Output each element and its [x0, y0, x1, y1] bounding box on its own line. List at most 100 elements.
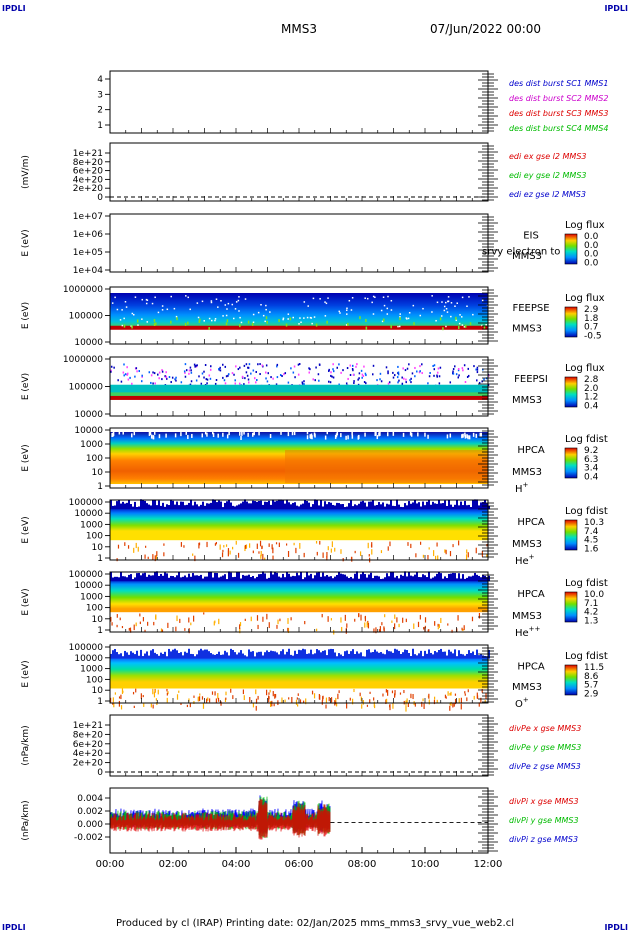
colorbar-tick-label: 1.3 [584, 616, 598, 626]
hpca-hepp-low-speck [268, 622, 270, 629]
hpca-he-top-noise [214, 500, 216, 510]
hpca-o-top-noise [352, 649, 354, 659]
y-tick-label: 10000 [74, 654, 103, 664]
hpca-h-gap [112, 432, 114, 437]
legend-entry: des dist burst SC1 MMS1 [509, 79, 608, 88]
hpca-hepp-top-noise [336, 574, 338, 582]
feepsi-speck [487, 374, 490, 377]
feepsi-speck [164, 375, 166, 378]
hpca-he-top-noise [170, 499, 172, 510]
feepsi-speck [126, 366, 128, 369]
feepsi-speck [292, 371, 295, 374]
feepse-speck [345, 309, 348, 311]
feepse-speck [203, 320, 205, 322]
hpca-o-low-speck [154, 689, 156, 693]
feepsi-speck [396, 376, 399, 379]
feepsi-speck [235, 365, 237, 368]
feepsi-speck [342, 369, 344, 372]
hpca-o-top-noise [416, 655, 418, 659]
feepse-speck [214, 318, 217, 320]
hpca-o-top-noise [468, 650, 470, 659]
feepsi-speck [224, 365, 227, 368]
corner-mark-tl: IPDLI [2, 4, 26, 13]
feepsi-speck [234, 379, 236, 382]
feepsi-speck [437, 367, 440, 370]
hpca-o-top-noise [142, 656, 144, 659]
hpca-o-low-speck [291, 696, 293, 703]
hpca-hepp-top-noise [160, 573, 162, 582]
hpca-hepp-top-noise [458, 573, 460, 582]
hpca-hepp-top-noise [140, 575, 142, 582]
feepsi-speck [188, 372, 190, 375]
hpca-hepp-top-noise [274, 572, 276, 582]
species-charge: ++ [529, 625, 541, 633]
feepsi-speck [331, 375, 333, 378]
hpca-hepp-low-speck [428, 629, 430, 632]
hpca-o-low-speck [464, 691, 466, 694]
hpca-h-gap [466, 434, 468, 439]
feepse-speck [436, 301, 439, 304]
hpca-h-gap [374, 432, 376, 437]
hpca-o-low-speck [269, 701, 272, 707]
hpca-he-top-noise [218, 500, 220, 510]
hpca-o-top-noise [328, 649, 330, 659]
hpca-hepp-low-speck [279, 618, 281, 622]
hpca-he-top-noise [256, 501, 258, 510]
hpca-o-low-speck [202, 703, 205, 709]
feepsi-speck [184, 371, 186, 374]
feepsi-speck [124, 373, 127, 376]
feepsi-speck [185, 369, 188, 372]
hpca-hepp-top-noise [436, 573, 438, 582]
hpca-h-spectrogram [110, 432, 488, 484]
hpca-hepp-low-speck [160, 628, 163, 633]
colorbar [564, 519, 578, 551]
feepsi-speck [190, 371, 193, 374]
hpca-o-low-speck [414, 702, 416, 707]
hpca-he-top-noise [476, 499, 478, 510]
colorbar-tick-label: 0.4 [584, 472, 599, 482]
hpca-he-top-noise [116, 501, 118, 510]
y-tick-label: 1 [97, 554, 103, 564]
hpca-he-low-speck [458, 540, 460, 546]
colorbar-tick-label: 0.0 [584, 250, 599, 260]
hpca-h-gap [226, 434, 229, 439]
hpca-h-gap [240, 435, 242, 440]
hpca-hepp-spectrogram [110, 579, 488, 613]
hpca-he-top-noise [250, 503, 252, 510]
feepse-green-speck [208, 327, 210, 331]
hpca-hepp-low-speck [344, 614, 346, 621]
hpca-he-top-noise [308, 502, 310, 510]
feepsi-speck [281, 375, 283, 378]
hpca-hepp-top-noise [150, 575, 152, 582]
hpca-hepp-top-noise [208, 572, 210, 582]
hpca-hepp-top-noise [210, 571, 212, 582]
hpca-he-top-noise [150, 505, 152, 510]
spacecraft-label: MMS3 [512, 682, 542, 693]
hpca-hepp-top-noise [426, 577, 428, 582]
hpca-he-low-speck [334, 547, 336, 552]
hpca-hepp-top-noise [190, 576, 192, 582]
hpca-he-top-noise [306, 500, 308, 510]
hpca-h-gap [402, 432, 405, 437]
feepse-speck [211, 319, 213, 322]
feepsi-speck [309, 368, 311, 371]
feepse-speck [121, 324, 124, 327]
hpca-hepp-top-noise [452, 572, 454, 582]
hpca-hepp-top-noise [300, 571, 302, 582]
hpca-o-low-speck [405, 705, 407, 712]
hpca-hepp-top-noise [388, 576, 390, 582]
hpca-hepp-low-speck [364, 615, 367, 622]
hpca-he-top-noise [222, 507, 224, 510]
feepsi-speck [482, 368, 484, 371]
hpca-o-top-noise [444, 651, 446, 659]
feepsi-speck [153, 372, 156, 375]
hpca-o-low-speck [366, 704, 369, 707]
feepsi-speck [410, 381, 412, 384]
hpca-hepp-low-speck [244, 618, 246, 621]
hpca-he-top-noise [242, 501, 244, 510]
feepse-speck [459, 314, 461, 316]
hpca-he-top-noise [198, 506, 200, 510]
hpca-hepp-top-noise [358, 578, 360, 582]
hpca-o-top-noise [316, 649, 318, 659]
hpca-hepp-top-noise [216, 573, 218, 582]
